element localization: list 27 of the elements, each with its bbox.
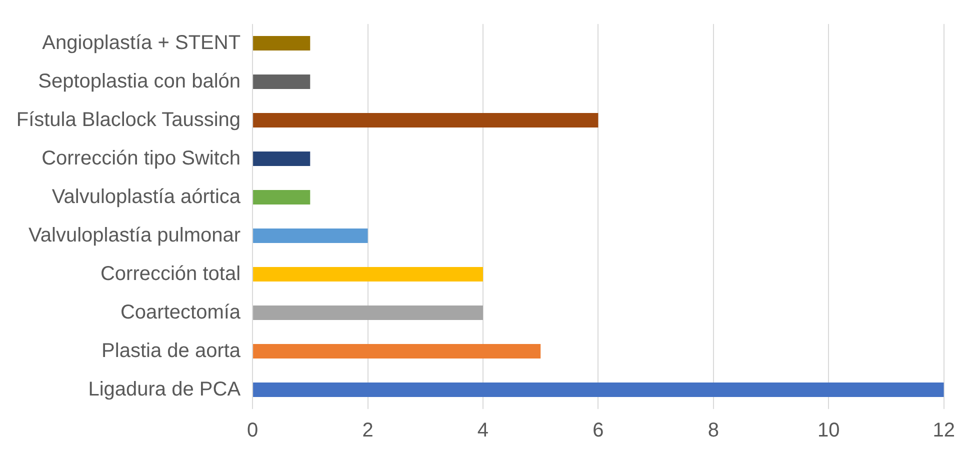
y-tick-label: Fístula Blaclock Taussing <box>16 108 241 131</box>
y-tick-label: Corrección total <box>100 262 241 285</box>
x-tick-label: 2 <box>362 420 374 442</box>
bar <box>253 36 310 50</box>
y-tick-label: Valvuloplastía pulmonar <box>28 224 241 246</box>
y-tick-label: Coartectomía <box>120 301 242 324</box>
bar <box>253 74 310 89</box>
bar <box>253 228 368 243</box>
x-tick-label: 0 <box>246 420 258 442</box>
x-tick-label: 12 <box>932 420 955 442</box>
bar <box>253 267 483 282</box>
y-tick-label: Septoplastia con balón <box>38 70 241 92</box>
y-tick-label: Corrección tipo Switch <box>42 147 241 170</box>
bar <box>253 344 541 358</box>
y-tick-label: Plastia de aorta <box>102 340 242 362</box>
bar <box>253 190 310 204</box>
x-tick-label: 10 <box>818 420 840 442</box>
bar <box>253 152 310 166</box>
bar <box>253 382 944 397</box>
bar <box>253 113 598 128</box>
bar <box>253 306 483 320</box>
y-tick-label: Ligadura de PCA <box>88 378 242 400</box>
x-tick-label: 6 <box>592 420 604 442</box>
y-tick-label: Valvuloplastía aórtica <box>52 186 242 208</box>
x-tick-label: 8 <box>708 420 719 442</box>
y-tick-label: Angioplastía + STENT <box>42 32 241 54</box>
x-tick-label: 4 <box>477 420 489 442</box>
